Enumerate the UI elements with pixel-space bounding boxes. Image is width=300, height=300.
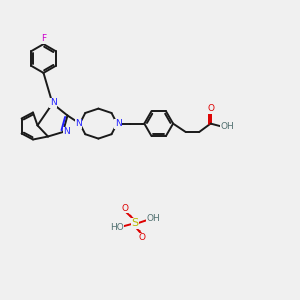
Text: N: N xyxy=(63,128,70,136)
Text: N: N xyxy=(50,98,56,107)
Text: S: S xyxy=(131,218,139,229)
Text: HO: HO xyxy=(110,223,124,232)
Text: OH: OH xyxy=(146,214,160,223)
Text: N: N xyxy=(75,119,82,128)
Text: F: F xyxy=(41,34,47,43)
Text: N: N xyxy=(115,119,122,128)
Text: O: O xyxy=(139,233,146,242)
Text: O: O xyxy=(122,204,129,213)
Text: OH: OH xyxy=(220,122,234,131)
Text: O: O xyxy=(207,104,214,113)
